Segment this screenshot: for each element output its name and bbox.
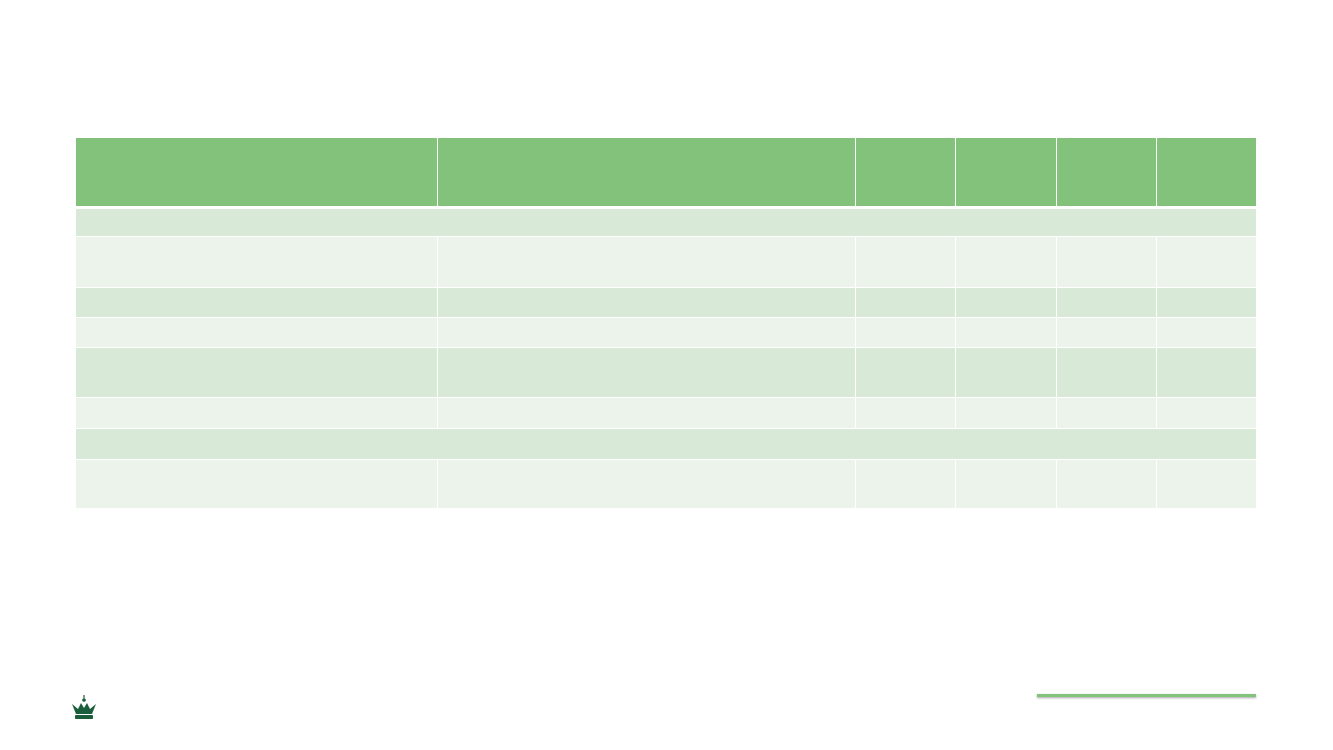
table-cell [1157,237,1256,287]
table-cell [856,237,955,287]
table-cell [76,318,437,347]
crown-body [72,703,96,714]
table-cell [1157,318,1256,347]
table-cell [76,460,437,508]
table-cell [76,288,437,317]
header-cell [856,138,955,206]
crown-orb [82,698,86,702]
table-cell [1157,460,1256,508]
table-cell [856,288,955,317]
table-cell [1157,398,1256,428]
table-cell [956,288,1056,317]
table-cell [956,398,1056,428]
table-cell [76,429,1256,459]
table-cell [76,209,1256,236]
table-cell [438,348,855,397]
crown-logo [72,695,96,719]
table-cell [438,237,855,287]
table-cell [438,318,855,347]
table-cell [1057,318,1156,347]
table-cell [76,348,437,397]
table-cell [1057,237,1156,287]
table-cell [1157,288,1256,317]
header-cell [438,138,855,206]
crown-band [75,715,93,719]
header-cell [1057,138,1156,206]
table-cell [856,398,955,428]
header-cell [76,138,437,206]
table-cell [438,398,855,428]
table-cell [76,398,437,428]
table-cell [1157,348,1256,397]
table-cell [1057,348,1156,397]
table-cell [1057,460,1156,508]
header-cell [956,138,1056,206]
table-cell [956,237,1056,287]
table-cell [1057,398,1156,428]
table-cell [956,460,1056,508]
table-cell [856,348,955,397]
table-cell [1057,288,1156,317]
header-cell [1157,138,1256,206]
table-cell [438,288,855,317]
table [76,138,1256,508]
table-cell [856,318,955,347]
table-cell [856,460,955,508]
table-cell [438,460,855,508]
footer-rule [1037,694,1256,697]
table-cell [76,237,437,287]
table-cell [956,318,1056,347]
table-cell [956,348,1056,397]
